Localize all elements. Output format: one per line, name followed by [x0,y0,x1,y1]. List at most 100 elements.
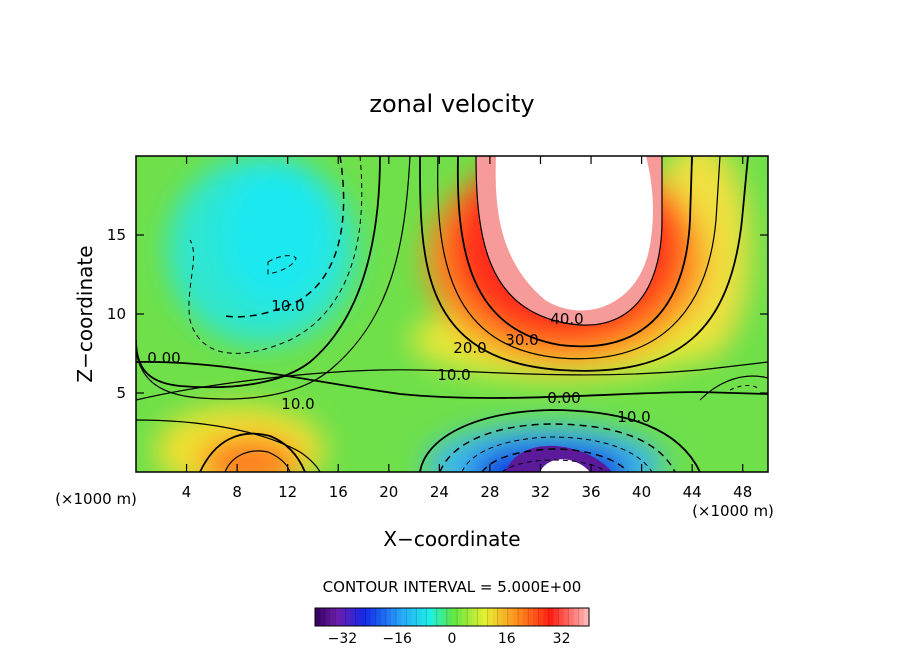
colorbar-swatch [472,608,478,626]
contour-label: 40.0 [550,310,583,328]
contour-interval-label: CONTOUR INTERVAL = 5.000E+00 [323,578,582,596]
colorbar-swatch [380,608,387,626]
colorbar-tick-label: −32 [328,631,358,647]
x-axis-label: X−coordinate [383,527,520,551]
colorbar-swatch [411,608,418,626]
colorbar-tick-label: 32 [553,631,571,647]
colorbar-swatch [543,608,550,626]
colorbar-swatch [533,608,539,626]
field-cyan-lobe-core [220,165,330,305]
contour-labels: 10.0 0.00 10.0 20.0 30.0 40.0 10.0 0.00 … [147,297,650,426]
colorbar-swatch [553,608,560,626]
y-axis-label: Z−coordinate [73,245,97,382]
x-units-right: (×1000 m) [692,502,774,520]
colorbar-frame [314,607,590,627]
colorbar-swatch [421,608,428,626]
colorbar-swatch [446,608,453,626]
colorbar-swatch [487,608,494,626]
contour-label: 0.00 [547,389,580,407]
contour-line [437,156,721,360]
colorbar-swatch [401,608,407,626]
x-tick-label: 20 [379,483,398,501]
contour-line [267,255,297,275]
colorbar-swatch [320,608,326,626]
colorbar-swatch [340,608,347,626]
contour-label: 30.0 [505,331,538,349]
contour-lines [136,156,768,472]
x-tick-label: 12 [278,483,297,501]
colorbar-swatch [528,608,534,626]
colorbar-swatch [573,608,580,626]
colorbar-swatch [335,608,341,626]
colorbar-swatch [416,608,423,626]
x-tick-label: 48 [733,483,752,501]
colorbar-swatch [345,608,352,626]
plot-area: 10.0 0.00 10.0 20.0 30.0 40.0 10.0 0.00 … [136,156,768,472]
colorbar-swatch [538,608,544,626]
x-axis-ticks: 4 8 12 16 20 24 28 32 36 40 44 48 [182,156,752,501]
colorbar-tick-label: 0 [448,631,457,647]
x-tick-label: 36 [581,483,600,501]
colorbar-swatch [507,608,514,626]
contour-line [224,450,291,472]
colorbar-swatch [360,608,367,626]
contour-line [136,360,768,399]
contour-line [481,448,629,472]
colorbar-swatch [386,608,392,626]
colorbar-swatch [370,608,377,626]
colorbar-swatch [492,608,499,626]
contour-line [136,361,768,401]
contour-line [221,156,345,318]
colorbar-swatch [396,608,402,626]
contour-label: 10.0 [281,395,314,413]
chart-title: zonal velocity [369,90,534,118]
colorbar-swatch [517,608,524,626]
contour-line [475,156,663,326]
colorbar-swatch [452,608,458,626]
x-tick-label: 16 [329,483,348,501]
contour-line [439,423,676,472]
colorbar-swatch [583,608,590,626]
contour-line [461,436,653,472]
colorbar-swatch [431,608,438,626]
x-tick-label: 44 [683,483,702,501]
y-axis-ticks: 5 10 15 [107,226,768,402]
colorbar-swatch [350,608,357,626]
colorbar-swatch [391,608,397,626]
contour-label: 10.0 [437,366,470,384]
contour-label: 20.0 [453,339,486,357]
x-tick-label: 8 [232,483,242,501]
contour-line [729,385,761,391]
contour-line [699,375,768,401]
colorbar-swatch [441,608,448,626]
contour-line [456,156,693,348]
x-tick-label: 28 [480,483,499,501]
colorbar-swatch [477,608,484,626]
contour-label: 10.0 [617,408,650,426]
negative-core-white [540,459,590,472]
x-tick-label: 4 [182,483,192,501]
y-tick-label: 15 [107,226,126,244]
colorbar-tick-label: −16 [382,631,412,647]
negative-core-purple [505,445,612,472]
contour-line [501,459,607,472]
colorbar-swatch [325,608,331,626]
colorbar: −32 −16 0 16 32 [314,607,590,647]
colorbar-swatch [523,608,529,626]
colorbar-swatch [426,608,433,626]
jet-core-white [495,156,653,311]
contour-label: 10.0 [271,297,304,315]
contour-line [136,419,321,472]
x-tick-label: 32 [531,483,550,501]
colorbar-swatch [512,608,519,626]
colorbar-swatch [406,608,413,626]
colorbar-swatch [502,608,509,626]
colorbar-tick-label: 16 [498,631,516,647]
colorbar-swatch [375,608,382,626]
x-tick-label: 24 [430,483,449,501]
contour-line [136,156,411,400]
x-units-left: (×1000 m) [55,490,137,508]
colorbar-swatch [457,608,463,626]
colorbar-swatch [365,608,372,626]
colorbar-swatch [462,608,468,626]
